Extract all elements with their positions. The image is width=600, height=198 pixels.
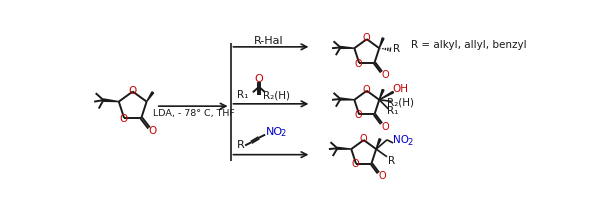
Text: O: O xyxy=(363,33,371,43)
Text: 2: 2 xyxy=(280,129,286,138)
Polygon shape xyxy=(379,38,384,48)
Polygon shape xyxy=(379,91,394,100)
Text: O: O xyxy=(119,114,127,124)
Text: R₁: R₁ xyxy=(237,90,248,100)
Text: R₁: R₁ xyxy=(388,106,399,116)
Text: R-Hal: R-Hal xyxy=(254,36,284,46)
Text: O: O xyxy=(149,126,157,136)
Text: NO: NO xyxy=(266,127,283,137)
Text: O: O xyxy=(379,171,386,181)
Polygon shape xyxy=(379,89,384,100)
Text: R₂(H): R₂(H) xyxy=(263,90,290,100)
Text: R: R xyxy=(388,156,395,166)
Text: LDA, - 78° C, THF: LDA, - 78° C, THF xyxy=(152,109,235,118)
Text: O: O xyxy=(360,134,368,144)
Text: NO: NO xyxy=(393,135,409,145)
Text: R: R xyxy=(394,44,401,54)
Text: O: O xyxy=(355,110,362,120)
Text: R: R xyxy=(236,140,244,150)
Text: OH: OH xyxy=(392,84,408,94)
Polygon shape xyxy=(103,99,119,102)
Polygon shape xyxy=(340,47,355,48)
Text: R₂(H): R₂(H) xyxy=(387,97,414,107)
Text: O: O xyxy=(254,74,263,84)
Polygon shape xyxy=(340,98,355,100)
Text: O: O xyxy=(128,86,137,96)
Text: R = alkyl, allyl, benzyl: R = alkyl, allyl, benzyl xyxy=(412,40,527,50)
Text: 2: 2 xyxy=(407,138,413,147)
Polygon shape xyxy=(146,92,154,102)
Text: O: O xyxy=(352,159,359,169)
Text: O: O xyxy=(355,59,362,69)
Text: O: O xyxy=(382,122,389,132)
Polygon shape xyxy=(337,147,351,149)
Polygon shape xyxy=(376,139,381,149)
Text: O: O xyxy=(382,70,389,80)
Text: O: O xyxy=(363,85,371,95)
